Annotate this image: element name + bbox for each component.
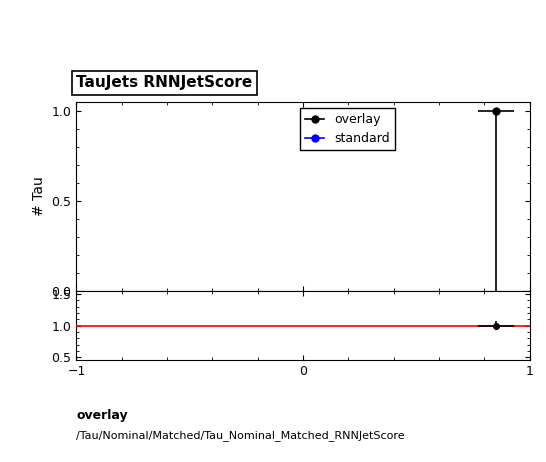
Text: overlay: overlay [76, 409, 128, 422]
Legend: overlay, standard: overlay, standard [300, 108, 395, 150]
Y-axis label: # Tau: # Tau [32, 176, 46, 216]
Text: /Tau/Nominal/Matched/Tau_Nominal_Matched_RNNJetScore: /Tau/Nominal/Matched/Tau_Nominal_Matched… [76, 431, 405, 442]
Text: TauJets RNNJetScore: TauJets RNNJetScore [76, 75, 253, 90]
